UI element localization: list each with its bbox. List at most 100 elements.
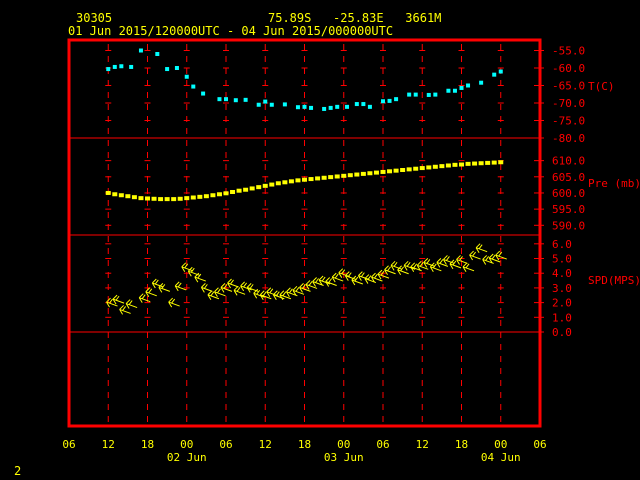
- y-tick-label: 5.0: [552, 253, 572, 266]
- y-tick-label: 4.0: [552, 267, 572, 280]
- station-location: 75.89S -25.83E 3661M: [268, 11, 442, 25]
- pressure-point: [275, 181, 281, 186]
- wind-barb: [292, 285, 305, 296]
- y-tick-label: 600.0: [552, 187, 585, 200]
- pressure-point: [413, 166, 419, 171]
- pressure-point: [419, 166, 425, 171]
- wind-barb: [253, 288, 265, 299]
- pressure-point: [105, 190, 111, 195]
- wind-barb: [194, 272, 207, 283]
- pressure-point: [465, 161, 471, 166]
- temperature-point: [155, 52, 160, 56]
- wind-barb: [259, 290, 272, 300]
- pressure-point: [243, 187, 249, 192]
- temperature-point: [302, 104, 307, 109]
- wind-barb: [338, 268, 350, 278]
- x-tick-label: 18: [141, 438, 154, 451]
- temperature-point: [394, 97, 399, 102]
- x-tick-label: 12: [102, 438, 115, 451]
- pressure-point: [203, 194, 209, 199]
- wind-barb: [227, 278, 239, 289]
- wind-barb: [318, 275, 331, 286]
- wind-barb: [266, 287, 278, 298]
- wind-barb: [410, 262, 422, 273]
- temperature-point: [328, 105, 333, 110]
- wind-barb: [416, 260, 429, 271]
- temperature-point: [256, 102, 261, 107]
- wind-barb: [384, 265, 396, 275]
- temperature-point: [433, 92, 438, 97]
- pressure-point: [118, 193, 124, 198]
- wind-barb: [377, 269, 390, 280]
- wind-barb: [246, 283, 259, 293]
- temperature-point: [413, 92, 418, 97]
- temperature-point: [426, 92, 431, 97]
- wind-barb: [331, 272, 344, 283]
- temperature-point: [165, 67, 170, 72]
- temperature-point: [452, 88, 457, 93]
- wind-barb: [168, 297, 180, 308]
- y-tick-label: 605.0: [552, 171, 585, 184]
- wind-barb: [429, 262, 442, 273]
- pressure-point: [158, 197, 164, 202]
- temperature-point: [233, 98, 238, 103]
- wind-barb: [106, 297, 118, 308]
- pressure-point: [315, 176, 321, 181]
- pressure-point: [354, 172, 360, 177]
- temperature-point: [201, 91, 206, 96]
- x-tick-label: 00: [180, 438, 193, 451]
- pressure-point: [269, 182, 275, 187]
- pressure-point: [216, 192, 222, 197]
- wind-barb: [488, 253, 501, 264]
- temperature-point: [466, 83, 471, 88]
- wind-barb: [233, 285, 246, 296]
- pressure-point: [184, 196, 190, 201]
- wind-barb: [125, 299, 138, 309]
- x-tick-label: 18: [455, 438, 468, 451]
- temperature-point: [354, 102, 359, 107]
- temperature-point: [498, 69, 503, 74]
- temperature-point: [191, 84, 196, 89]
- wind-barb: [423, 258, 435, 268]
- wind-barb: [174, 281, 187, 292]
- pressure-point: [328, 175, 334, 180]
- y-tick-label: 2.0: [552, 297, 572, 310]
- wind-barb: [462, 262, 475, 273]
- temperature-point: [282, 102, 287, 107]
- y-tick-label: 1.0: [552, 311, 572, 324]
- wind-barb: [158, 283, 171, 293]
- pressure-point: [282, 180, 288, 185]
- y-tick-label: 610.0: [552, 155, 585, 168]
- pressure-point: [190, 195, 196, 200]
- pressure-point: [210, 193, 216, 198]
- wind-barb: [357, 271, 370, 281]
- pressure-point: [393, 168, 399, 173]
- y-tick-label: -65.0: [552, 80, 585, 93]
- x-date-label: 03 Jun: [324, 451, 364, 464]
- temperature-point: [269, 102, 274, 107]
- time-period: 01 Jun 2015/120000UTC - 04 Jun 2015/0000…: [68, 24, 394, 38]
- temperature-point: [106, 67, 111, 72]
- pressure-point: [387, 169, 393, 174]
- temperature-point: [119, 64, 124, 69]
- temperature-point: [322, 106, 327, 111]
- wind-barb: [119, 305, 131, 315]
- temperature-point: [309, 105, 314, 110]
- temperature-point: [174, 66, 179, 70]
- wind-barb: [240, 281, 252, 292]
- x-tick-label: 06: [62, 438, 75, 451]
- pressure-point: [164, 197, 170, 202]
- y-tick-label: -60.0: [552, 62, 585, 75]
- wind-barb: [279, 290, 292, 300]
- pressure-point: [321, 175, 327, 180]
- temperature-point: [361, 102, 366, 107]
- pressure-point: [131, 195, 137, 200]
- pressure-point: [406, 167, 412, 172]
- wind-barb: [299, 283, 311, 293]
- pressure-point: [302, 177, 307, 182]
- x-tick-label: 06: [376, 438, 389, 451]
- wind-barb: [272, 290, 285, 300]
- pressure-point: [432, 164, 438, 169]
- pressure-point: [223, 191, 229, 196]
- pressure-point: [478, 161, 484, 166]
